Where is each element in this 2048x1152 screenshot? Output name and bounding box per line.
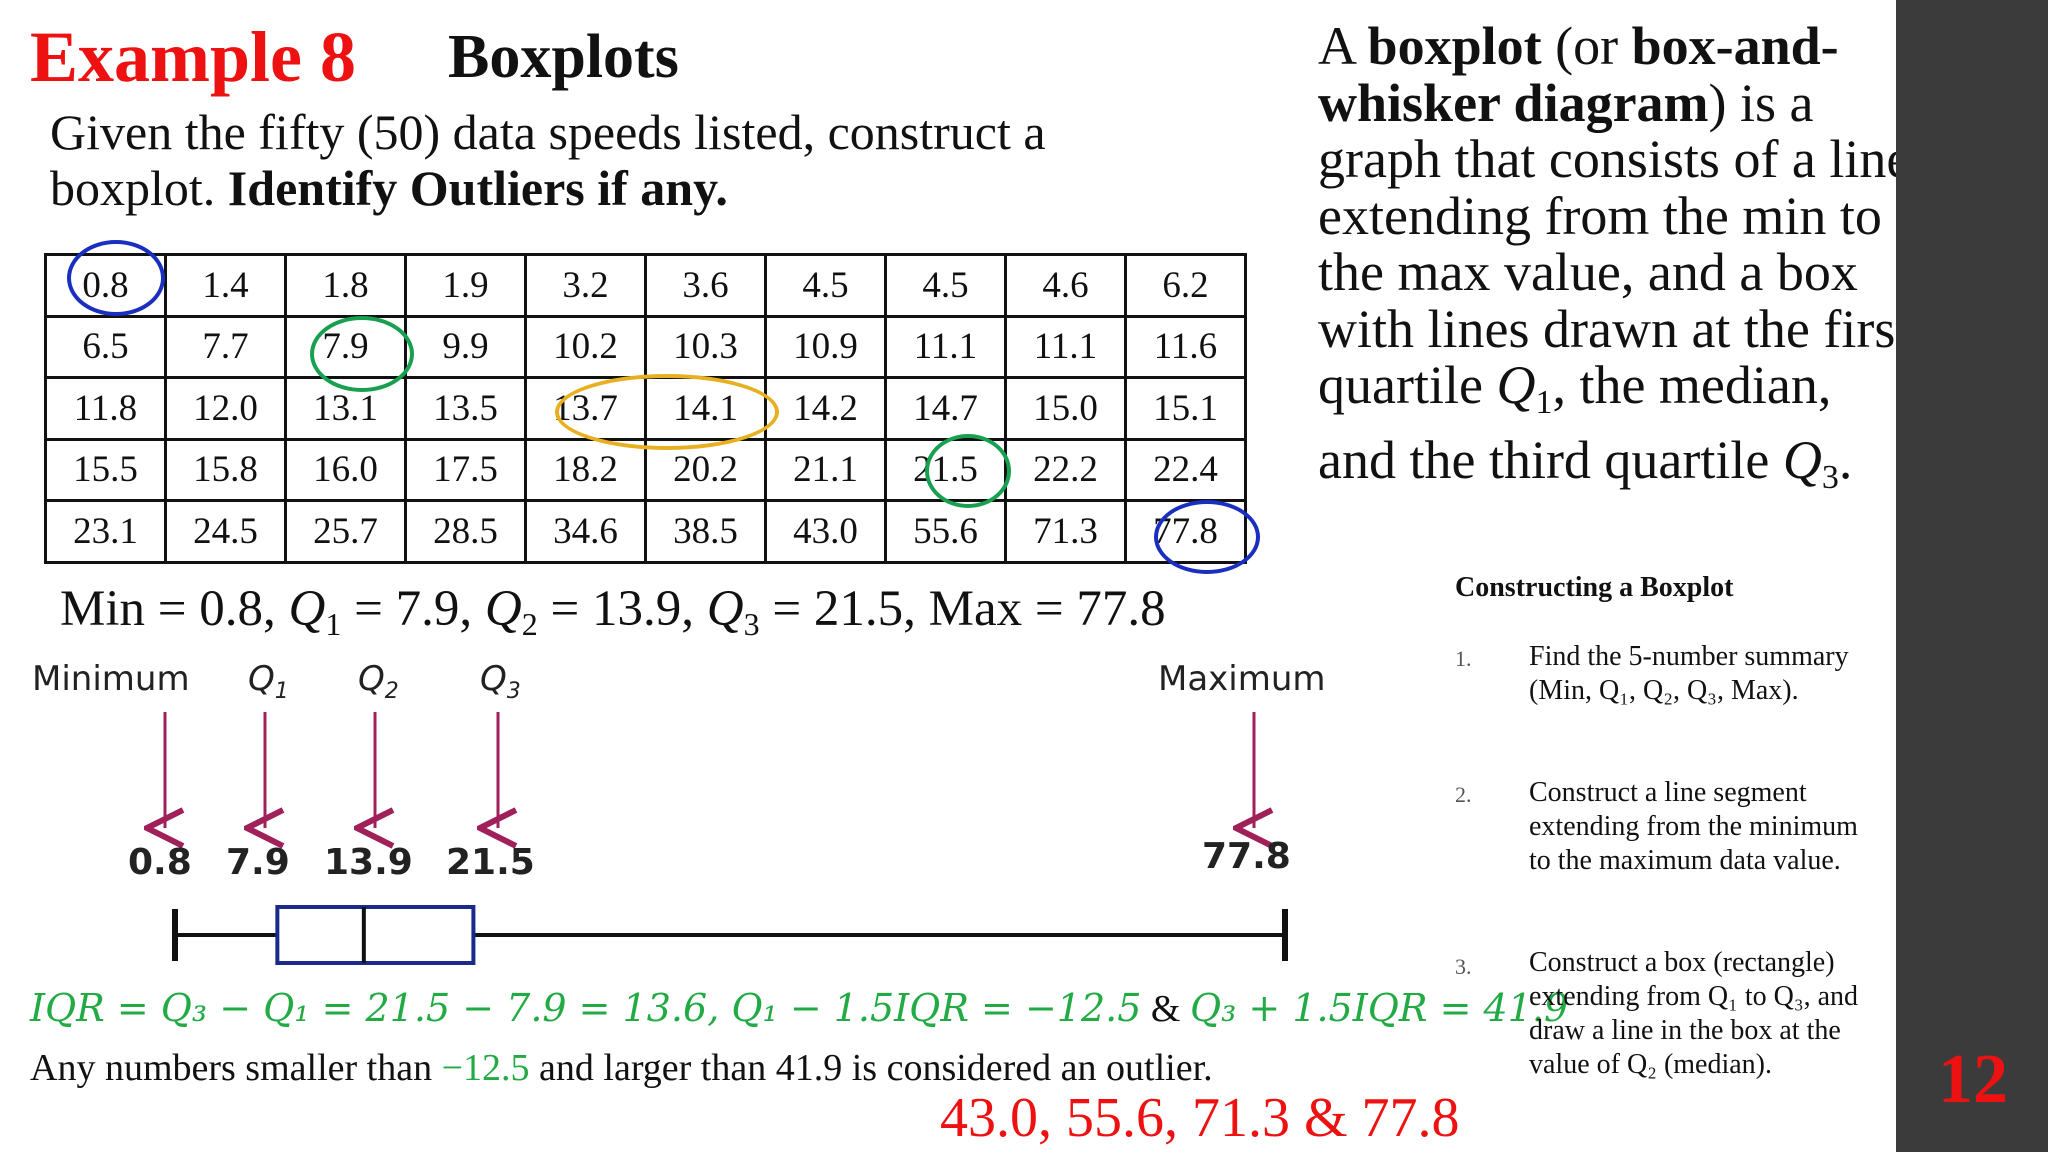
table-cell: 71.3 <box>1004 499 1127 564</box>
boxplot-definition: A boxplot (or box-and-whisker diagram) i… <box>1318 16 1911 496</box>
q1-highlight-ring <box>310 316 414 392</box>
table-cell: 10.3 <box>644 314 767 379</box>
table-cell: 55.6 <box>884 499 1007 564</box>
label-q1: Q1 <box>248 659 289 704</box>
max-highlight-ring <box>1154 500 1260 574</box>
iqr-text: IQR = Q₃ − Q₁ = 21.5 − 7.9 = 13.6, Q₁ − … <box>30 986 1142 1030</box>
iqr-formula: IQR = Q₃ − Q₁ = 21.5 − 7.9 = 13.6, Q₁ − … <box>30 986 1568 1031</box>
table-cell: 4.6 <box>1004 253 1127 318</box>
label-q2: Q2 <box>358 659 399 704</box>
table-cell: 1.9 <box>404 253 527 318</box>
table-row: 23.1 24.5 25.7 28.5 34.6 38.5 43.0 55.6 71.3 77.8 <box>44 499 1247 564</box>
table-cell: 6.2 <box>1124 253 1247 318</box>
table-cell: 25.7 <box>284 499 407 564</box>
table-cell: 16.0 <box>284 437 407 502</box>
value-q1: 7.9 <box>226 842 290 883</box>
step-3-text: Construct a box (rectangle) extending fr… <box>1529 947 1859 1080</box>
step-3-number: 3. <box>1455 954 1472 979</box>
label-maximum: Maximum <box>1158 659 1326 699</box>
boxplot-diagram: Minimum Q1 Q2 Q3 Maximum 0.8 7.9 13.9 21… <box>32 659 1326 965</box>
table-cell: 11.8 <box>44 376 167 441</box>
table-cell: 38.5 <box>644 499 767 564</box>
table-cell: 14.2 <box>764 376 887 441</box>
step-2-number: 2. <box>1455 782 1472 807</box>
table-cell: 21.1 <box>764 437 887 502</box>
step-1-text: Find the 5-number summary (Min, Q₁, Q₂, … <box>1529 641 1849 706</box>
step-2-text: Construct a line segment extending from … <box>1529 777 1858 876</box>
table-cell: 3.6 <box>644 253 767 318</box>
iqr-box <box>275 905 476 965</box>
table-cell: 22.2 <box>1004 437 1127 502</box>
table-cell: 9.9 <box>404 314 527 379</box>
table-cell: 11.1 <box>884 314 1007 379</box>
table-cell: 13.5 <box>404 376 527 441</box>
table-cell: 22.4 <box>1124 437 1247 502</box>
side-bar <box>1896 0 2048 1152</box>
summary-min: Min = 0.8, <box>60 581 276 637</box>
rule-lower-fence: −12.5 <box>441 1047 530 1089</box>
example-label: Example 8 <box>30 17 357 97</box>
table-cell: 11.1 <box>1004 314 1127 379</box>
table-row: 6.5 7.7 7.9 9.9 10.2 10.3 10.9 11.1 11.1 11.6 <box>44 314 1247 379</box>
min-highlight-ring <box>67 240 165 316</box>
value-max: 77.8 <box>1202 836 1291 877</box>
steps-title: Constructing a Boxplot <box>1455 572 1734 603</box>
table-cell: 15.5 <box>44 437 167 502</box>
instruction-text: Given the fifty (50) data speeds listed,… <box>50 104 1110 216</box>
median-highlight-ring <box>555 374 779 450</box>
summary-q1: = 7.9, <box>341 581 473 637</box>
summary-q2: = 13.9, <box>537 581 694 637</box>
outliers-answer: 43.0, 55.6, 71.3 & 77.8 <box>940 1087 1460 1149</box>
table-cell: 14.7 <box>884 376 1007 441</box>
table-cell: 43.0 <box>764 499 887 564</box>
table-cell: 1.8 <box>284 253 407 318</box>
instruction-bold: Identify Outliers if any. <box>227 160 728 216</box>
table-cell: 4.5 <box>764 253 887 318</box>
table-cell: 3.2 <box>524 253 647 318</box>
table-cell: 10.9 <box>764 314 887 379</box>
rule-part-b: and larger than 41.9 is considered an ou… <box>529 1047 1213 1089</box>
table-cell: 18.2 <box>524 437 647 502</box>
table-cell: 15.1 <box>1124 376 1247 441</box>
table-cell: 15.8 <box>164 437 287 502</box>
q3-highlight-ring <box>925 434 1011 508</box>
summary-q3-max: = 21.5, Max = 77.8 <box>759 581 1166 637</box>
table-cell: 34.6 <box>524 499 647 564</box>
table-cell: 28.5 <box>404 499 527 564</box>
upper-fence: Q₃ + 1.5IQR = 41.9 <box>1189 986 1569 1030</box>
outlier-rule: Any numbers smaller than −12.5 and large… <box>30 1046 1213 1090</box>
table-cell: 10.2 <box>524 314 647 379</box>
label-q3: Q3 <box>480 659 521 704</box>
table-cell: 7.7 <box>164 314 287 379</box>
table-cell: 17.5 <box>404 437 527 502</box>
table-cell: 23.1 <box>44 499 167 564</box>
iqr-ampersand: & <box>1141 988 1190 1030</box>
instruction-plain: Given the fifty (50) data speeds listed,… <box>50 104 1046 216</box>
step-1-number: 1. <box>1455 646 1472 671</box>
page-number: 12 <box>1938 1041 2008 1118</box>
value-min: 0.8 <box>128 842 192 883</box>
table-cell: 1.4 <box>164 253 287 318</box>
value-q3: 21.5 <box>446 842 535 883</box>
label-minimum: Minimum <box>32 659 190 699</box>
table-cell: 12.0 <box>164 376 287 441</box>
table-row: 0.8 1.4 1.8 1.9 3.2 3.6 4.5 4.5 4.6 6.2 <box>44 253 1247 318</box>
table-cell: 24.5 <box>164 499 287 564</box>
value-median: 13.9 <box>324 842 413 883</box>
topic-title: Boxplots <box>448 23 679 91</box>
rule-part-a: Any numbers smaller than <box>30 1047 442 1089</box>
five-number-summary: Min = 0.8, Q1 = 7.9, Q2 = 13.9, Q3 = 21.… <box>60 581 1166 642</box>
table-cell: 15.0 <box>1004 376 1127 441</box>
table-cell: 20.2 <box>644 437 767 502</box>
table-cell: 4.5 <box>884 253 1007 318</box>
table-cell: 11.6 <box>1124 314 1247 379</box>
table-cell: 6.5 <box>44 314 167 379</box>
